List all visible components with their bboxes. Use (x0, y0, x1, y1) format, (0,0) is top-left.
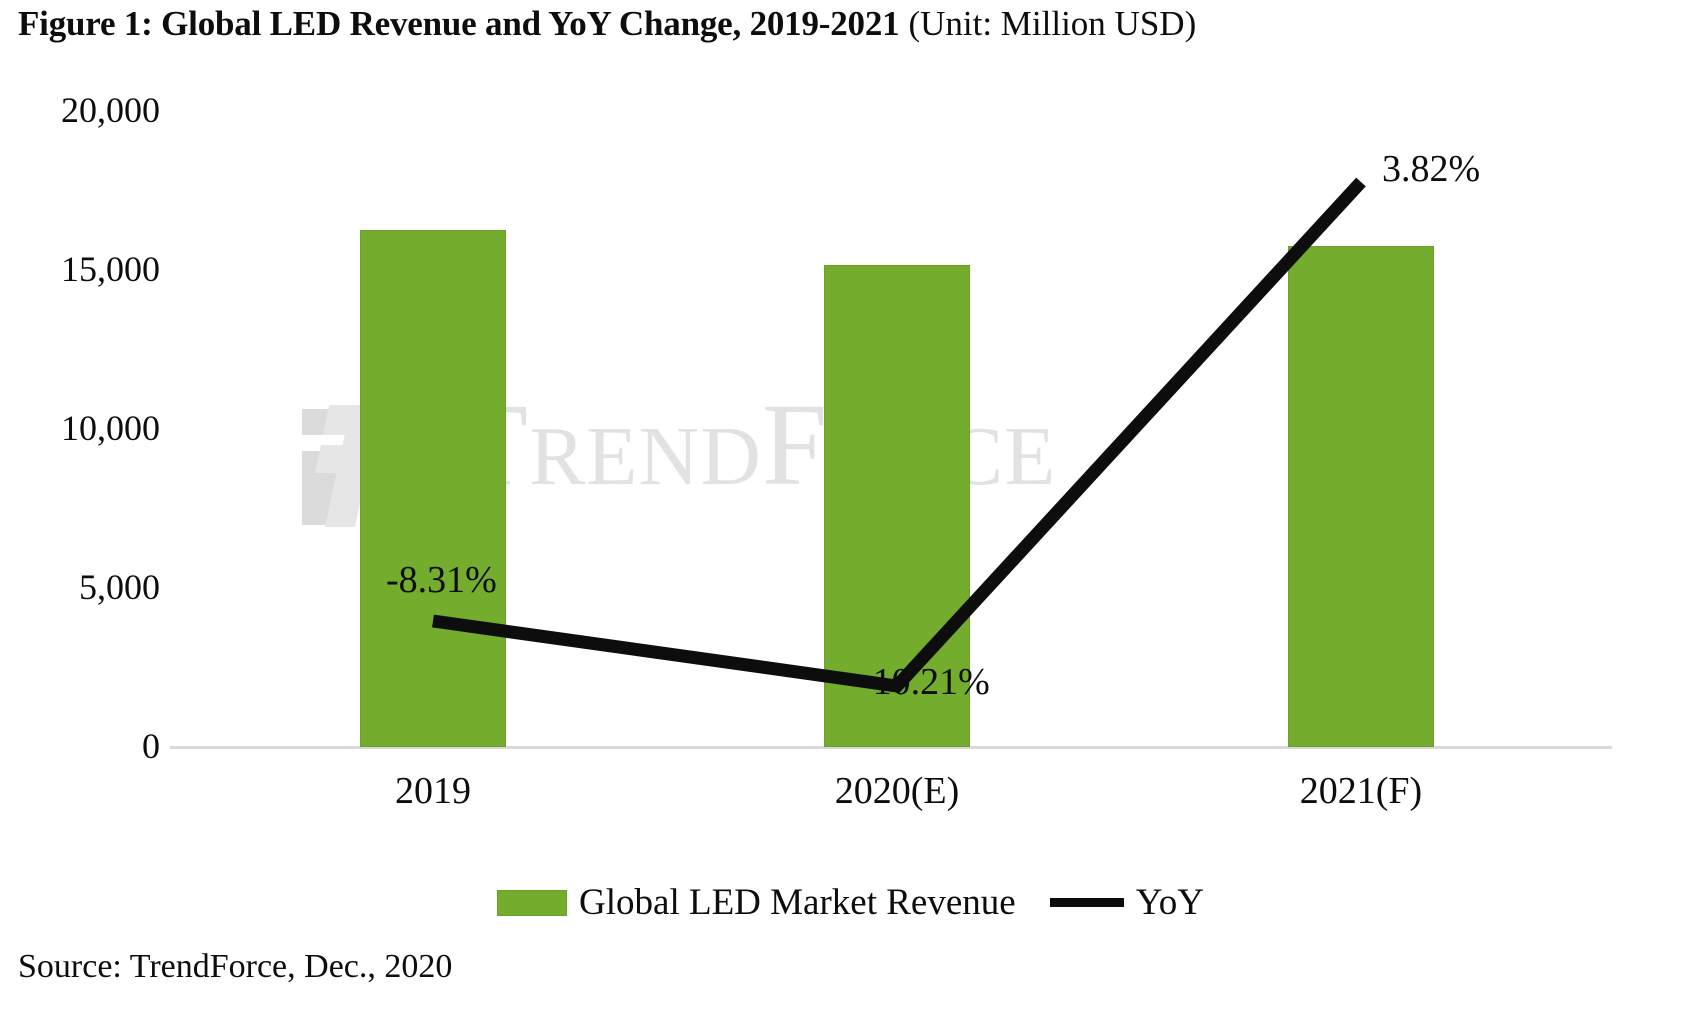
x-tick-2019: 2019 (395, 770, 471, 812)
legend-bar-swatch-icon (497, 889, 568, 916)
y-tick-0: 0 (142, 726, 160, 766)
x-axis-baseline (170, 746, 1612, 749)
legend-label-yoy: YoY (1135, 882, 1204, 923)
legend-label-revenue: Global LED Market Revenue (579, 882, 1016, 923)
y-tick-15000: 15,000 (61, 249, 160, 289)
bar-2021f[interactable] (1288, 246, 1434, 747)
figure-title-unit: (Unit: Million USD) (908, 4, 1197, 43)
legend-item-yoy[interactable]: YoY (1049, 882, 1204, 923)
x-tick-2020e: 2020(E) (834, 770, 960, 812)
yoy-label-2021f: 3.82% (1382, 148, 1481, 190)
yoy-label-2020e: -10.21% (860, 661, 990, 703)
source-note: Source: TrendForce, Dec., 2020 (18, 948, 453, 985)
chart-legend: Global LED Market Revenue YoY (0, 884, 1701, 921)
x-tick-2021f: 2021(F) (1299, 770, 1423, 812)
y-tick-10000: 10,000 (61, 408, 160, 448)
y-tick-20000: 20,000 (61, 90, 160, 130)
figure-title: Figure 1: Global LED Revenue and YoY Cha… (18, 4, 1698, 56)
figure-title-main: Figure 1: Global LED Revenue and YoY Cha… (18, 4, 900, 43)
watermark-f: F (761, 379, 829, 510)
legend-line-swatch-icon (1049, 898, 1124, 907)
y-tick-5000: 5,000 (79, 567, 160, 607)
watermark-rend: REND (529, 410, 762, 503)
yoy-label-2019: -8.31% (386, 559, 497, 601)
bar-2019[interactable] (360, 230, 506, 747)
legend-item-revenue[interactable]: Global LED Market Revenue (497, 884, 1016, 921)
